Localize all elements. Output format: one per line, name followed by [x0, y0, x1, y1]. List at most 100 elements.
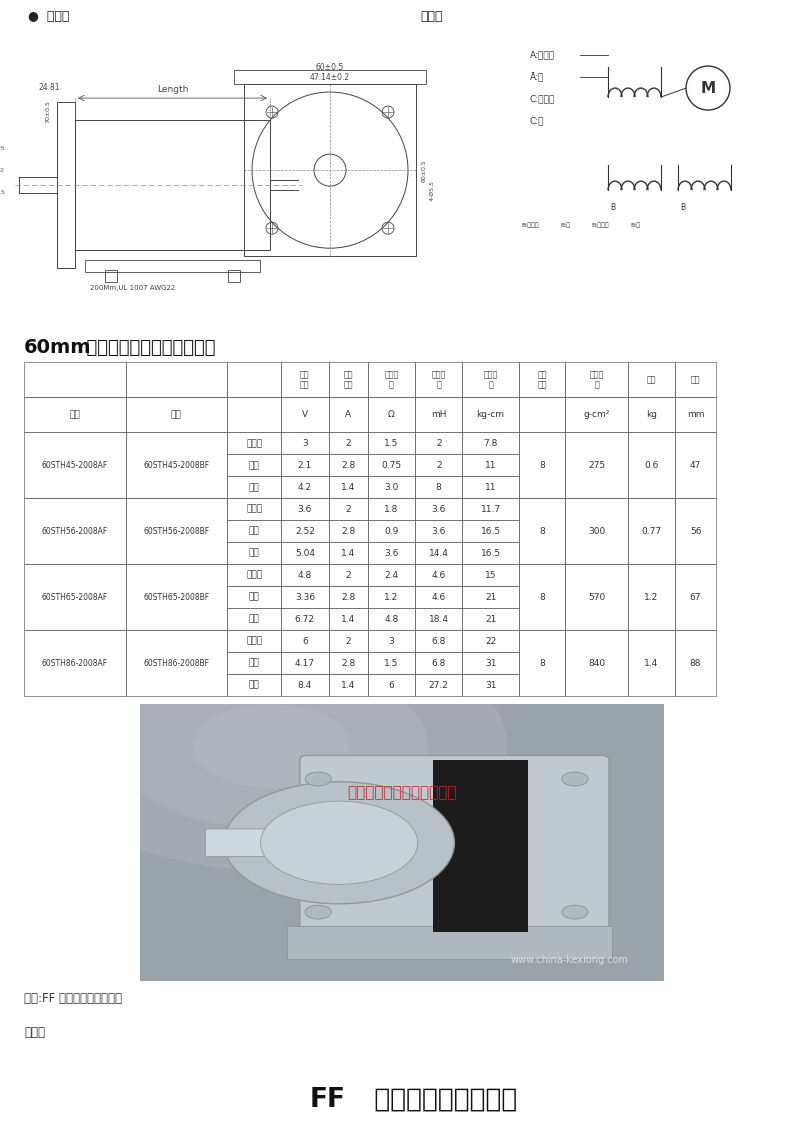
Bar [675, 362, 716, 397]
Bar [24, 498, 126, 564]
Text: 额定
电压: 额定 电压 [300, 370, 310, 389]
Text: 2.8: 2.8 [341, 593, 355, 602]
Text: 0.9: 0.9 [384, 526, 398, 535]
Bar [368, 397, 415, 432]
Bar [24, 397, 126, 432]
Bar [75, 120, 270, 250]
Bar [462, 586, 519, 608]
Text: 60STH65-2008AF: 60STH65-2008AF [42, 593, 108, 602]
Text: 单极性: 单极性 [246, 571, 262, 580]
Bar [329, 498, 368, 521]
Bar [281, 498, 329, 521]
Text: 3.6: 3.6 [431, 526, 446, 535]
Text: 18.4: 18.4 [429, 615, 449, 624]
Bar [462, 652, 519, 675]
Text: 300: 300 [588, 526, 606, 535]
Bar [227, 397, 281, 432]
Bar [329, 454, 368, 477]
Bar [281, 454, 329, 477]
Text: B:绿／白: B:绿／白 [521, 223, 539, 229]
Text: 4.6: 4.6 [432, 571, 446, 580]
Text: 2: 2 [436, 439, 442, 448]
Text: 275: 275 [588, 461, 606, 470]
Bar [244, 84, 416, 256]
Text: 1.4: 1.4 [645, 659, 658, 668]
Bar [628, 397, 675, 432]
Text: 8: 8 [539, 461, 545, 470]
Bar [415, 397, 462, 432]
Text: 串联: 串联 [249, 615, 259, 624]
Bar [628, 362, 675, 397]
Text: 串联: 串联 [249, 680, 259, 689]
Text: Ω: Ω [388, 410, 394, 419]
Text: 4-Ø5.5: 4-Ø5.5 [430, 180, 435, 200]
Text: 7.8: 7.8 [483, 439, 498, 448]
Text: 4.2: 4.2 [298, 483, 312, 491]
Text: B:红: B:红 [630, 223, 640, 229]
Bar [281, 631, 329, 652]
Bar [415, 521, 462, 542]
Bar [675, 564, 716, 631]
Bar [227, 454, 281, 477]
Text: 并联: 并联 [249, 526, 259, 535]
Text: 4.6: 4.6 [432, 593, 446, 602]
Text: 大力矩混合式步进电机性能: 大力矩混合式步进电机性能 [75, 338, 216, 357]
Text: 22: 22 [485, 636, 496, 645]
Text: 串联: 串联 [249, 483, 259, 491]
Text: 1.8: 1.8 [384, 505, 398, 514]
Text: 60STH45-2008AF: 60STH45-2008AF [42, 461, 108, 470]
Bar [415, 675, 462, 696]
Bar [415, 631, 462, 652]
Text: Ø38.1±0.05: Ø38.1±0.05 [0, 146, 5, 151]
Text: B: B [610, 203, 615, 212]
Text: 双轴: 双轴 [171, 410, 182, 419]
Bar [126, 564, 227, 631]
Text: 转动惯
量: 转动惯 量 [590, 370, 604, 389]
Bar [227, 586, 281, 608]
Bar [368, 542, 415, 564]
Text: 并联: 并联 [249, 659, 259, 668]
Bar [227, 521, 281, 542]
Text: 2: 2 [436, 461, 442, 470]
Bar [281, 362, 329, 397]
Bar [519, 397, 566, 432]
Bar [368, 652, 415, 675]
Text: 47.14±0.2: 47.14±0.2 [0, 169, 5, 173]
Text: M: M [701, 80, 715, 95]
Text: kg-cm: kg-cm [477, 410, 505, 419]
Text: 8: 8 [539, 593, 545, 602]
Text: A:蓝／白: A:蓝／白 [530, 51, 555, 60]
Bar [105, 271, 117, 282]
Text: 11.7: 11.7 [481, 505, 501, 514]
Bar [329, 397, 368, 432]
Text: 单极性: 单极性 [246, 439, 262, 448]
Bar [628, 564, 675, 631]
Text: 2.8: 2.8 [341, 659, 355, 668]
Bar [227, 608, 281, 631]
Text: 21: 21 [485, 593, 496, 602]
Bar [85, 260, 260, 272]
Bar [281, 586, 329, 608]
Bar [227, 498, 281, 521]
Text: 60STH56-2008AF: 60STH56-2008AF [42, 526, 108, 535]
Text: 单极性: 单极性 [246, 505, 262, 514]
Text: 保持转
矩: 保持转 矩 [483, 370, 498, 389]
Text: 11: 11 [485, 461, 496, 470]
Bar [519, 564, 566, 631]
Bar [281, 564, 329, 586]
Text: 每相电
感: 每相电 感 [432, 370, 446, 389]
Text: 56: 56 [690, 526, 702, 535]
Bar [415, 608, 462, 631]
Text: 2: 2 [346, 571, 351, 580]
Text: 1.5: 1.5 [384, 439, 398, 448]
Text: 3: 3 [389, 636, 394, 645]
Text: 0.75: 0.75 [382, 461, 402, 470]
Text: 3.36: 3.36 [295, 593, 315, 602]
Bar [368, 586, 415, 608]
Text: 31: 31 [485, 680, 496, 689]
Text: 上海柯雄精密机械有限公司: 上海柯雄精密机械有限公司 [347, 786, 457, 800]
Bar [227, 675, 281, 696]
Text: 并联: 并联 [249, 461, 259, 470]
Bar [368, 631, 415, 652]
Bar [126, 631, 227, 696]
